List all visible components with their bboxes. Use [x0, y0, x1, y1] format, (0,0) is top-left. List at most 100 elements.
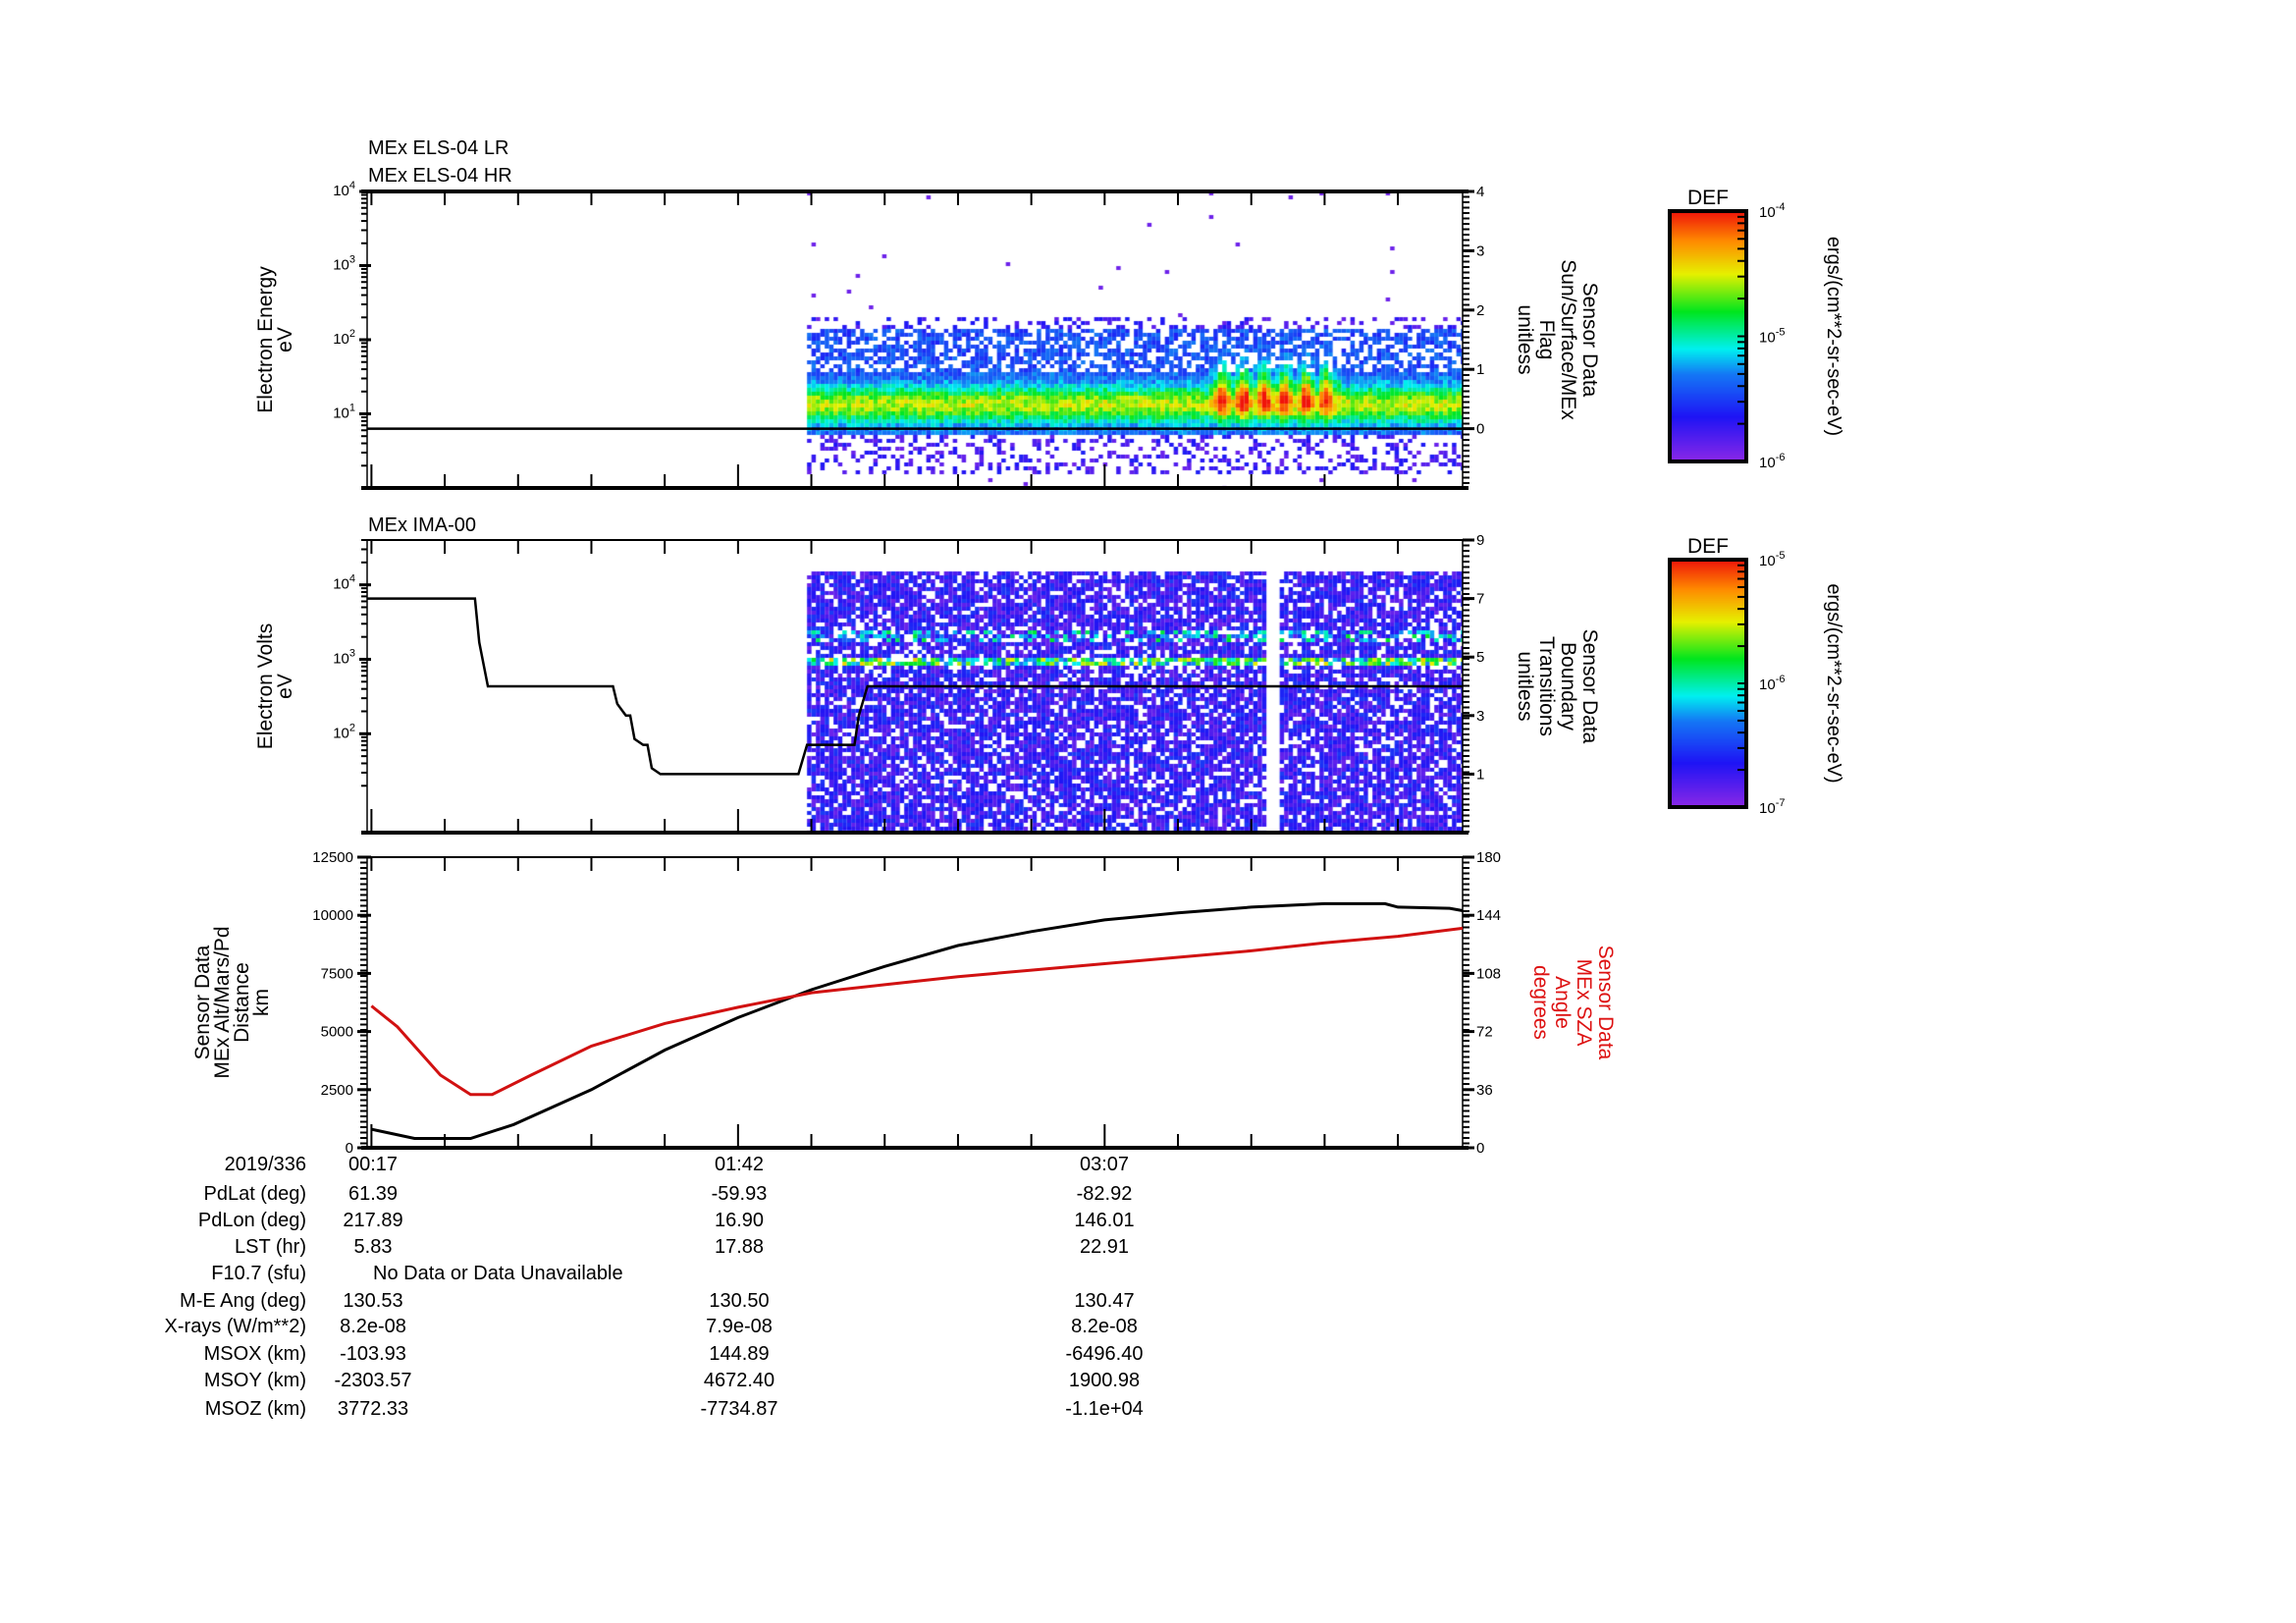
colorbar-title: DEF — [1687, 535, 1729, 558]
colorbar-tick-label: 10-6 — [1759, 452, 1785, 471]
table-cell: 8.2e-08 — [1071, 1316, 1138, 1337]
y-axis-label: Electron Energy — [254, 266, 277, 413]
colorbar-tick-label: 10-5 — [1759, 550, 1785, 569]
tick-exponent: -6 — [1776, 452, 1786, 463]
table-cell: 144.89 — [709, 1343, 769, 1365]
tick-base: 10 — [1759, 330, 1776, 347]
table-cell: -82.92 — [1077, 1183, 1133, 1205]
y2-axis-label: Boundary — [1557, 642, 1579, 730]
y-tick-label: 103 — [333, 254, 355, 274]
y2-tick-label: 7 — [1476, 591, 1484, 608]
y2-tick-label: 1 — [1476, 361, 1484, 378]
altitude-line — [371, 901, 1464, 1140]
colorbar-tick-label: 10-5 — [1759, 327, 1785, 347]
colorbar-title: DEF — [1687, 187, 1729, 209]
table-row-label: PdLon (deg) — [198, 1210, 306, 1231]
table-cell: 130.53 — [343, 1290, 402, 1312]
y-axis-label: Sensor Data — [191, 945, 214, 1059]
table-cell: 146.01 — [1074, 1210, 1134, 1231]
table-cell: -59.93 — [712, 1183, 768, 1205]
boundary-line — [367, 597, 1463, 776]
table-cell: 3772.33 — [338, 1398, 408, 1420]
y-tick-label: 10000 — [312, 907, 353, 924]
colorbar-1-gradient — [1670, 211, 1746, 461]
table-cell: 217.89 — [343, 1210, 402, 1231]
colorbar-tick-label: 10-6 — [1759, 674, 1785, 693]
table-row-label: PdLat (deg) — [203, 1183, 306, 1205]
tick-base: 10 — [1759, 800, 1776, 817]
y2-tick-label: 1 — [1476, 766, 1484, 783]
y-tick-label: 104 — [333, 180, 355, 199]
tick-exponent: 2 — [349, 722, 355, 733]
table-cell: 1900.98 — [1069, 1370, 1140, 1391]
table-cell: 4672.40 — [704, 1370, 774, 1391]
sza-line — [370, 926, 1464, 1097]
y-tick-label: 103 — [333, 647, 355, 667]
tick-base: 10 — [333, 257, 349, 274]
y-tick-label: 2500 — [321, 1082, 353, 1099]
table-cell: 17.88 — [715, 1236, 764, 1258]
tick-base: 10 — [333, 650, 349, 667]
tick-base: 10 — [1759, 676, 1776, 693]
table-date: 2019/336 — [225, 1154, 306, 1175]
table-cell: 5.83 — [354, 1236, 393, 1258]
tick-exponent: -7 — [1776, 797, 1786, 809]
tick-base: 10 — [1759, 455, 1776, 471]
y-tick-label: 102 — [333, 722, 355, 741]
panel1-title-lr: MEx ELS-04 LR — [368, 137, 508, 159]
colorbar-tick-label: 10-7 — [1759, 797, 1785, 817]
colorbar-units: ergs/(cm**2-sr-sec-eV) — [1823, 237, 1844, 436]
table-row-label: LST (hr) — [235, 1236, 306, 1258]
y2-axis-label: Sun/Surface/MEx — [1557, 259, 1579, 420]
table-row-label: F10.7 (sfu) — [211, 1263, 306, 1284]
y2-tick-label: 144 — [1476, 907, 1501, 924]
y2-axis-label: Flag — [1535, 320, 1558, 360]
table-cell: 7.9e-08 — [706, 1316, 773, 1337]
y2-tick-label: 72 — [1476, 1024, 1493, 1041]
y-axis-label: km — [250, 989, 273, 1016]
tick-exponent: -5 — [1776, 550, 1786, 562]
y-axis-label: Distance — [231, 962, 253, 1043]
colorbar-tick-label: 10-4 — [1759, 201, 1785, 221]
table-cell: -2303.57 — [335, 1370, 412, 1391]
table-cell: No Data or Data Unavailable — [373, 1263, 623, 1284]
table-time: 01:42 — [715, 1154, 764, 1175]
y-axis-label: Electron Volts — [254, 623, 277, 749]
y2-tick-label: 2 — [1476, 302, 1484, 319]
colorbar-frame — [1668, 209, 1748, 463]
y-axis-label: MEx Alt/Mars/Pd — [211, 926, 234, 1078]
table-time: 00:17 — [348, 1154, 398, 1175]
tick-base: 10 — [1759, 553, 1776, 569]
y2-tick-label: 0 — [1476, 1140, 1484, 1157]
panel2-title: MEx IMA-00 — [368, 514, 476, 536]
y2-tick-label: 9 — [1476, 532, 1484, 549]
y-axis-label: eV — [274, 327, 296, 352]
table-cell: -103.93 — [340, 1343, 406, 1365]
y-axis-label: eV — [274, 674, 296, 699]
tick-base: 10 — [333, 183, 349, 199]
y-tick-label: 7500 — [321, 965, 353, 982]
table-row-label: MSOY (km) — [204, 1370, 306, 1391]
y2-tick-label: 5 — [1476, 649, 1484, 666]
tick-base: 10 — [1759, 204, 1776, 221]
table-cell: 22.91 — [1080, 1236, 1129, 1258]
table-row-label: MSOZ (km) — [205, 1398, 306, 1420]
tick-exponent: 3 — [349, 254, 355, 266]
y-tick-label: 12500 — [312, 849, 353, 866]
y-tick-label: 104 — [333, 573, 355, 593]
tick-exponent: 2 — [349, 328, 355, 340]
tick-base: 10 — [333, 576, 349, 593]
tick-base: 10 — [333, 725, 349, 741]
tick-exponent: -6 — [1776, 674, 1786, 685]
els-spectrogram — [367, 191, 1463, 488]
y-tick-label: 102 — [333, 328, 355, 348]
panel-3-frame — [366, 856, 1464, 1149]
table-cell: 61.39 — [348, 1183, 398, 1205]
tick-exponent: 4 — [349, 573, 355, 585]
table-row-label: MSOX (km) — [204, 1343, 306, 1365]
y2-axis-label: Sensor Data — [1578, 629, 1601, 744]
tick-exponent: 1 — [349, 403, 355, 414]
colorbar-2-gradient — [1670, 560, 1746, 807]
